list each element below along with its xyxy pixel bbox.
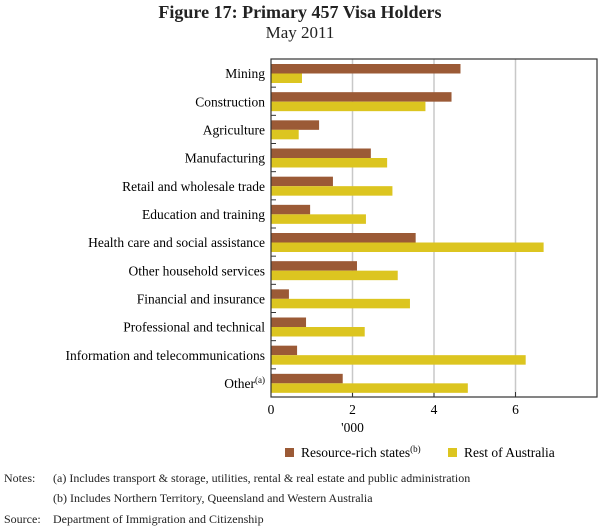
category-label: Financial and insurance xyxy=(137,291,265,306)
category-label: Agriculture xyxy=(203,122,265,137)
bar-rest-1 xyxy=(271,101,426,112)
category-label: Other(a) xyxy=(224,375,265,391)
bar-rest-10 xyxy=(271,355,526,365)
bar-rest-5 xyxy=(271,214,366,224)
category-label: Retail and wholesale trade xyxy=(122,179,265,194)
bar-resource-1 xyxy=(271,92,452,102)
bar-rest-8 xyxy=(271,298,410,309)
bar-resource-3 xyxy=(271,148,371,158)
legend-swatch xyxy=(448,448,457,457)
bar-resource-10 xyxy=(271,345,298,356)
bar-rest-3 xyxy=(271,158,388,168)
bar-rest-0 xyxy=(271,73,302,83)
bar-rest-6 xyxy=(271,242,544,252)
bar-resource-6 xyxy=(271,233,416,243)
category-label: Education and training xyxy=(142,207,265,222)
bar-resource-9 xyxy=(271,317,307,327)
category-label: Information and telecommunications xyxy=(66,348,265,363)
category-superscript: (a) xyxy=(255,375,265,385)
category-label: Manufacturing xyxy=(185,151,265,166)
note-b: (b) Includes Northern Territory, Queensl… xyxy=(53,491,373,505)
category-label: Health care and social assistance xyxy=(88,235,265,250)
bar-resource-2 xyxy=(271,120,320,130)
bar-rest-4 xyxy=(271,186,393,196)
source-label: Source: xyxy=(4,512,41,526)
bar-rest-2 xyxy=(271,129,299,140)
bar-rest-11 xyxy=(271,383,468,393)
note-a: (a) Includes transport & storage, utilit… xyxy=(53,471,471,485)
bar-resource-11 xyxy=(271,373,343,384)
category-label: Professional and technical xyxy=(123,320,265,335)
category-label: Construction xyxy=(195,94,265,109)
chart-title: Figure 17: Primary 457 Visa Holders xyxy=(158,2,442,22)
legend-swatch xyxy=(285,448,294,457)
bar-resource-4 xyxy=(271,176,333,187)
notes-label: Notes: xyxy=(4,471,36,485)
bar-rest-9 xyxy=(271,327,365,337)
legend-superscript: (b) xyxy=(410,444,421,454)
bar-rest-7 xyxy=(271,270,398,281)
x-tick-label: 0 xyxy=(268,402,275,417)
plot-frame xyxy=(270,58,598,398)
legend-label: Resource-rich states(b) xyxy=(301,444,421,460)
x-tick-label: 2 xyxy=(349,402,356,417)
source-text: Department of Immigration and Citizenshi… xyxy=(53,512,264,526)
category-label: Other household services xyxy=(129,263,265,278)
x-axis-label: '000 xyxy=(341,420,364,435)
x-tick-label: 4 xyxy=(431,402,438,417)
legend-label: Rest of Australia xyxy=(464,445,555,460)
chart-subtitle: May 2011 xyxy=(265,23,335,42)
category-label: Mining xyxy=(225,66,265,81)
bar-resource-7 xyxy=(271,261,357,271)
bar-resource-8 xyxy=(271,289,289,299)
x-tick-label: 6 xyxy=(512,402,519,417)
bar-resource-0 xyxy=(271,64,461,74)
bar-resource-5 xyxy=(271,204,311,215)
